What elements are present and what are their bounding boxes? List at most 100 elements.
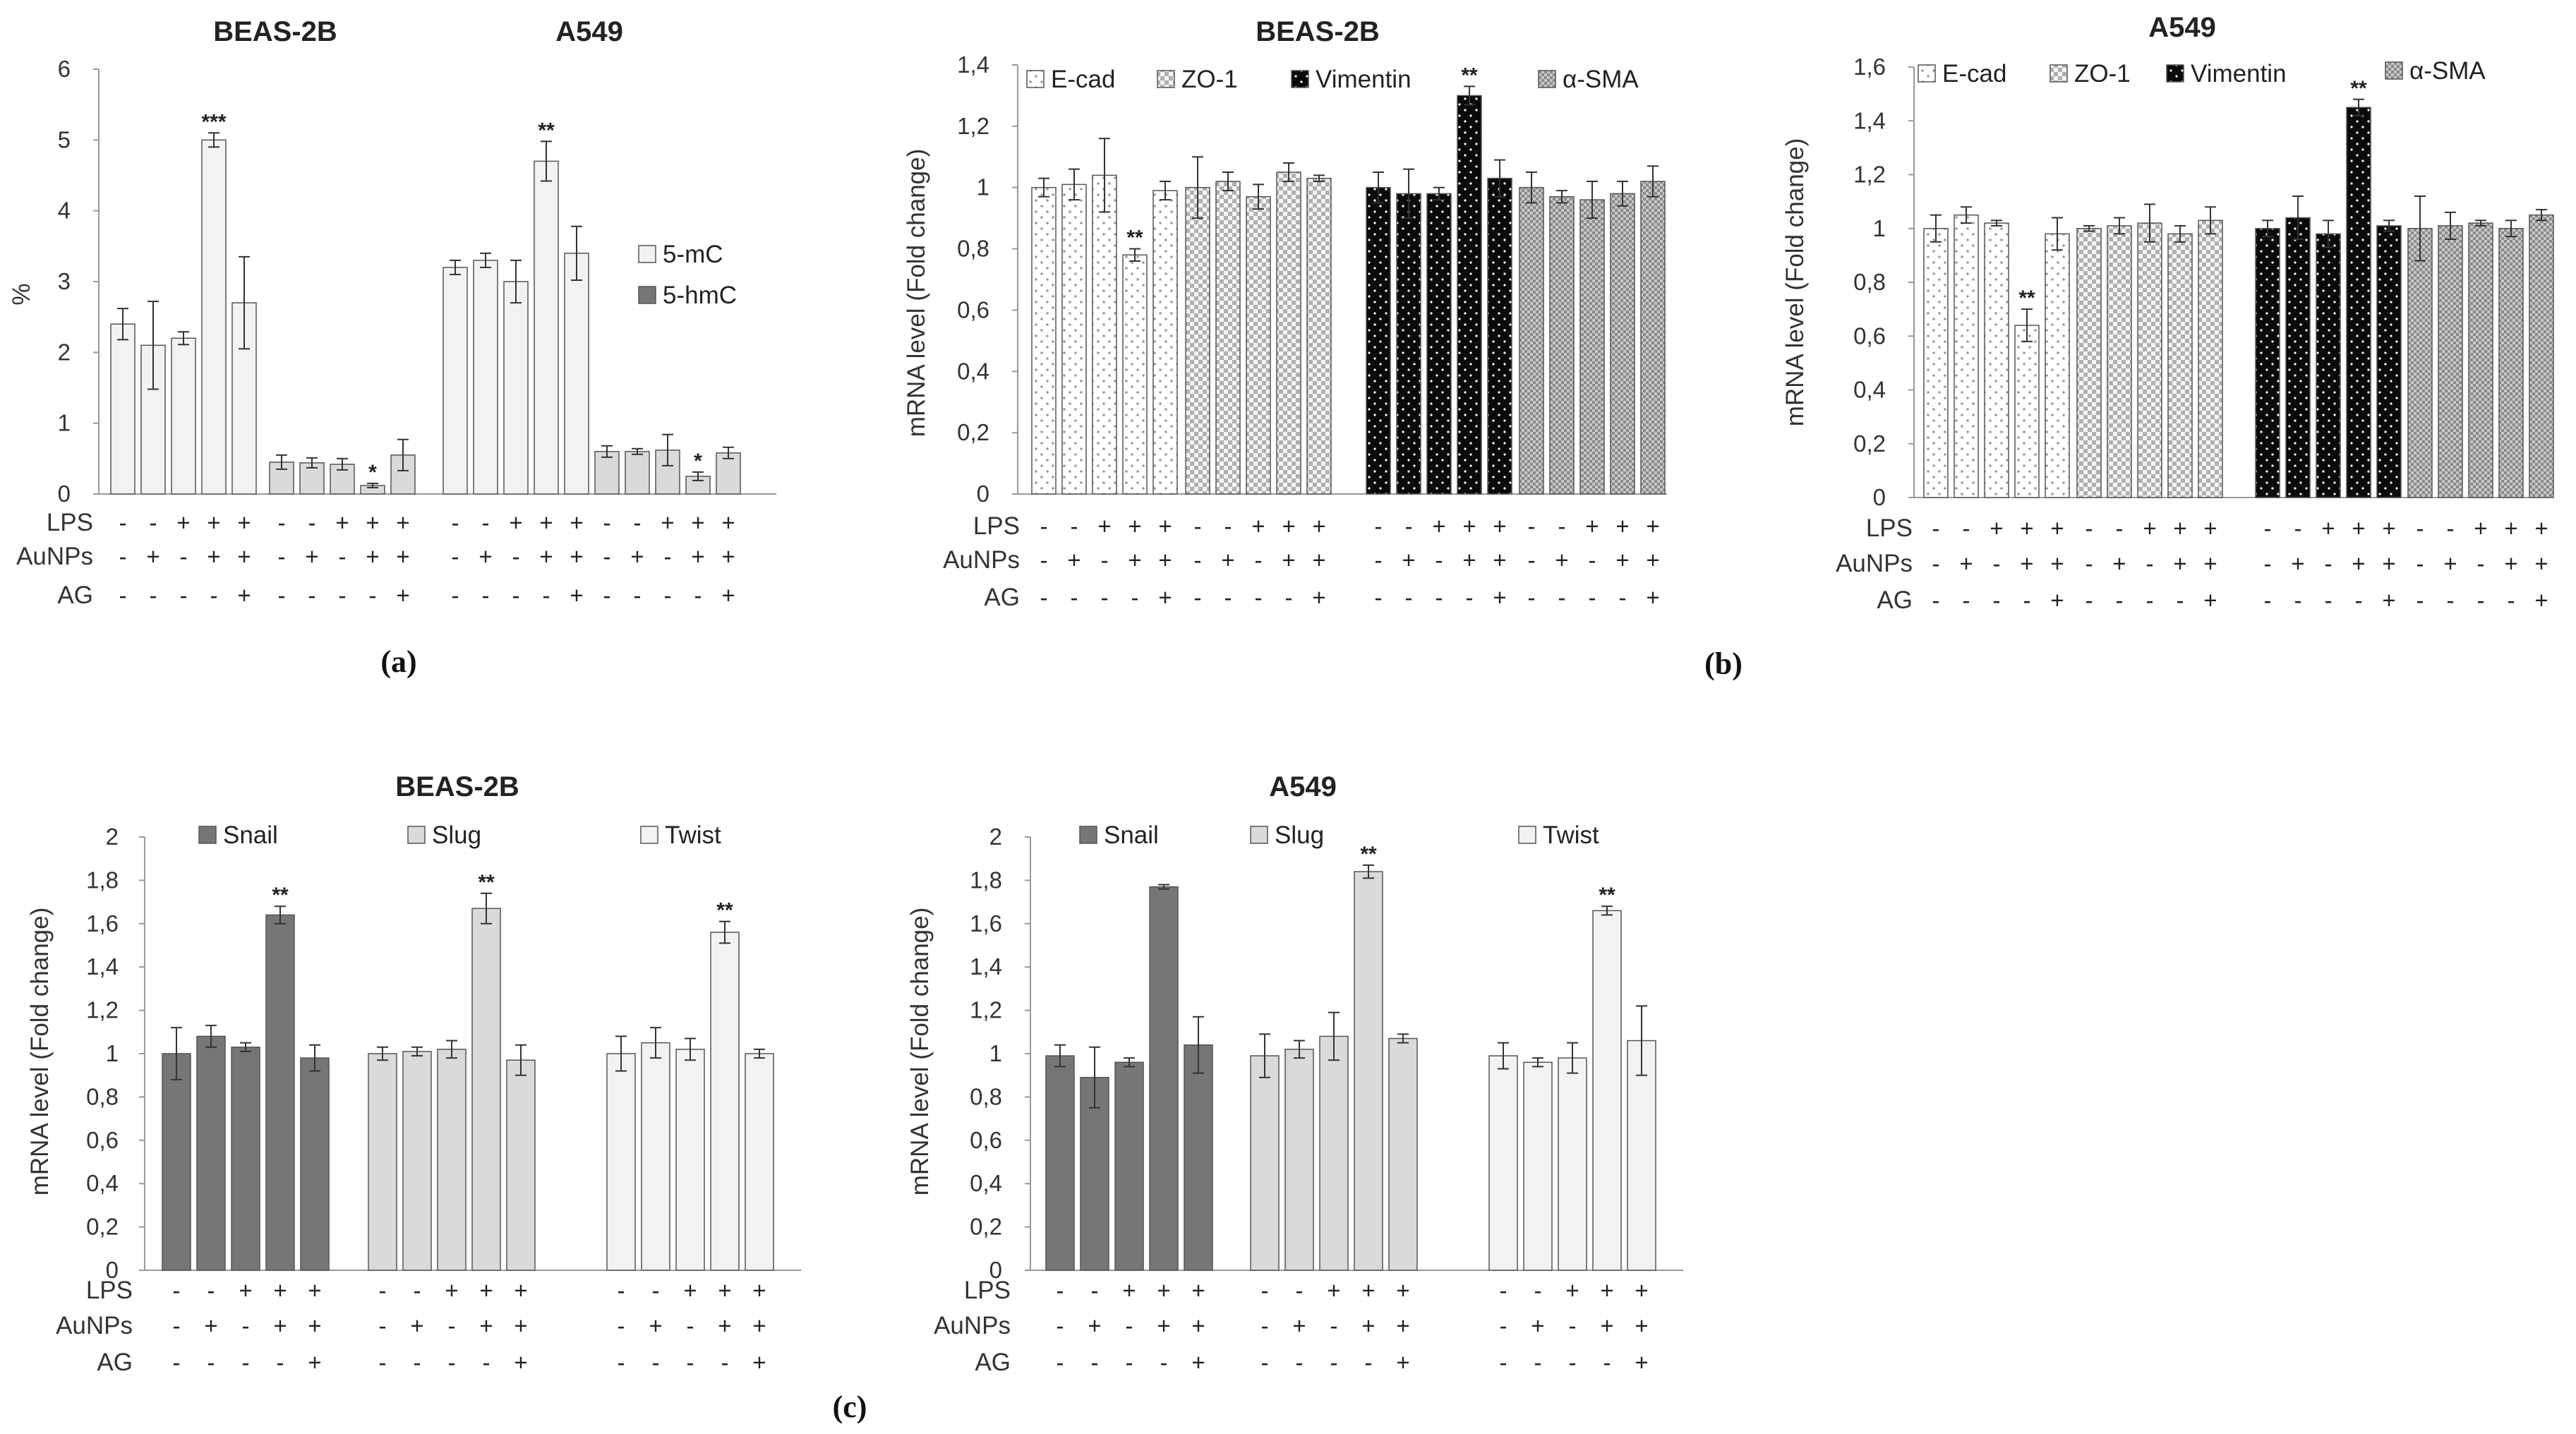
bar-b2-SMA-5 (2529, 214, 2554, 498)
sign-aunps: - (1040, 547, 1048, 573)
bar-a-5mC-4 (534, 160, 559, 495)
chart-a: 0123456----+-+--***++-+++----+-+--*++-++… (16, 56, 776, 609)
sign-aunps: - (1194, 547, 1202, 573)
y-tick-label: 1,4 (957, 52, 989, 78)
sign-ag: + (396, 582, 409, 608)
sign-lps: + (366, 510, 379, 536)
significance-stars: ** (1461, 64, 1478, 87)
sign-ag: - (482, 582, 490, 608)
sign-aunps: + (1531, 1313, 1544, 1339)
sign-lps: - (634, 510, 642, 536)
sign-aunps: - (1528, 547, 1536, 573)
sign-lps: - (1558, 513, 1566, 539)
significance-stars: ** (538, 119, 555, 142)
legend-swatch (640, 826, 658, 844)
bar-a-5mC-1 (443, 267, 468, 495)
sign-lps: + (445, 1277, 458, 1303)
significance-stars: ** (1126, 227, 1143, 250)
row-label-ag: AG (1877, 586, 1913, 614)
sign-ag: - (634, 582, 642, 608)
sign-lps: + (1635, 1277, 1648, 1303)
sign-ag: - (2508, 587, 2515, 613)
sign-ag: + (2050, 587, 2064, 613)
y-tick-label: 1 (989, 1040, 1002, 1066)
sign-aunps: + (1157, 1313, 1170, 1339)
bar-a-5mC-3 (171, 337, 196, 495)
y-tick-label: 0 (106, 1257, 119, 1283)
bar-b1-Vimentin-4 (1457, 95, 1482, 495)
sign-lps: + (1122, 1277, 1136, 1303)
chart-c2-ylabel: mRNA level (Fold change) (906, 908, 934, 1196)
bar-b2-Ecad-1 (1923, 228, 1949, 498)
bar-c2-Slug-3 (1319, 1035, 1349, 1271)
sign-lps: + (1157, 1277, 1170, 1303)
sign-aunps: + (721, 543, 735, 570)
significance-stars: ** (272, 884, 289, 907)
y-tick-label: 6 (58, 56, 71, 82)
sign-lps: + (2534, 515, 2548, 541)
sign-lps: - (1194, 513, 1202, 539)
bar-b1-Vimentin-2 (1396, 193, 1421, 495)
sign-ag: - (1436, 584, 1443, 610)
y-tick-label: 1 (977, 174, 989, 200)
sign-ag: - (1932, 587, 1940, 613)
sign-ag: - (452, 582, 459, 608)
sign-lps: - (379, 1277, 387, 1303)
legend-label: E-cad (1942, 60, 2006, 88)
sign-ag: - (2294, 587, 2302, 613)
sign-ag: - (379, 1349, 387, 1375)
sign-lps: - (1091, 1277, 1099, 1303)
significance-stars: ** (1599, 884, 1615, 907)
sign-lps: + (683, 1277, 697, 1303)
sign-lps: - (2086, 515, 2093, 541)
sign-ag: - (664, 582, 672, 608)
sign-ag: - (2023, 587, 2031, 613)
panel-label-b: (b) (1704, 646, 1743, 681)
sign-aunps: + (1282, 547, 1295, 573)
legend-swatch (1250, 826, 1268, 844)
sign-ag: + (2203, 587, 2217, 613)
bar-c1-Snail-1 (162, 1053, 191, 1271)
sign-ag: - (2086, 587, 2093, 613)
sign-ag: - (1603, 1349, 1611, 1375)
y-tick-label: 0 (58, 481, 71, 507)
sign-lps: + (1312, 513, 1325, 539)
chart-b1-title: BEAS-2B (1256, 16, 1380, 47)
sign-aunps: - (687, 1313, 694, 1339)
sign-ag: - (687, 1349, 694, 1375)
bar-c2-Twist-4 (1592, 910, 1622, 1271)
bar-b1-SMA-1 (1519, 186, 1544, 495)
sign-aunps: + (539, 543, 553, 570)
bar-b2-ZO1-5 (2198, 219, 2223, 498)
legend-swatch (198, 826, 217, 844)
y-tick-label: 2 (106, 824, 119, 850)
sign-lps: + (1585, 513, 1599, 539)
sign-lps: + (1565, 1277, 1579, 1303)
sign-ag: + (1158, 584, 1172, 610)
sign-aunps: - (379, 1313, 387, 1339)
significance-stars: ** (2018, 287, 2035, 310)
sign-aunps: + (630, 543, 644, 570)
legend-label: Twist (665, 821, 721, 849)
sign-aunps: - (2086, 550, 2093, 577)
sign-aunps: + (146, 543, 160, 570)
sign-lps: - (1261, 1277, 1269, 1303)
sign-lps: - (1040, 513, 1048, 539)
sign-aunps: - (1569, 1313, 1577, 1339)
significance-stars: ** (478, 871, 495, 894)
bar-b1-Ecad-2 (1061, 183, 1087, 495)
bar-b1-Ecad-5 (1152, 190, 1178, 495)
legend-swatch (1538, 70, 1556, 88)
bar-c2-Twist-5 (1627, 1040, 1656, 1271)
legend-swatch (2166, 64, 2184, 83)
legend-label: α-SMA (1563, 66, 1639, 93)
sign-lps: - (308, 510, 316, 536)
sign-lps: + (2474, 515, 2487, 541)
sign-aunps: + (2173, 550, 2186, 577)
bar-b1-ZO1-5 (1306, 177, 1332, 495)
sign-lps: - (2447, 515, 2455, 541)
bar-c1-Snail-3 (231, 1047, 260, 1271)
chart-a-ylabel: % (8, 283, 35, 305)
sign-ag: - (2264, 587, 2272, 613)
y-tick-label: 1,8 (86, 867, 119, 893)
